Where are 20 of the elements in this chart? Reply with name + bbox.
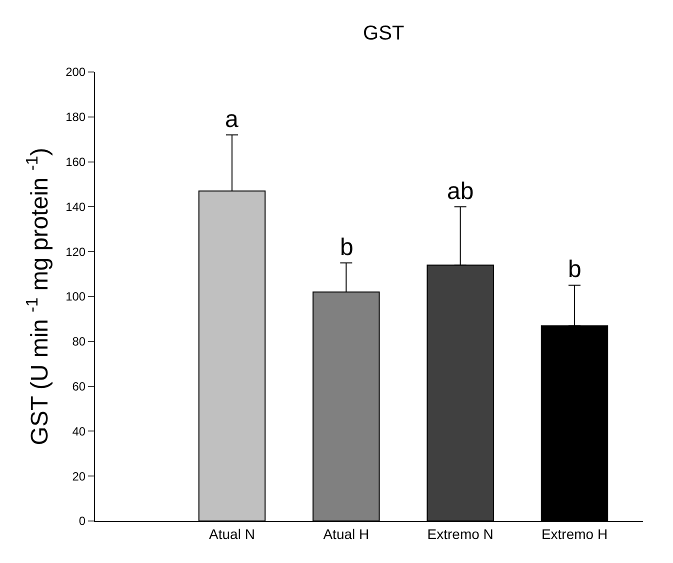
y-tick-label: 140 [66,200,86,214]
y-tick-label: 0 [78,514,86,528]
x-tick-label: Atual N [209,526,255,542]
annotation: ab [447,178,474,205]
y-tick-label: 20 [72,469,86,484]
x-tick-label: Extremo H [541,526,608,542]
y-tick-label: 100 [66,290,86,304]
x-tick-label: Extremo N [427,526,494,542]
y-tick-label: 40 [72,424,86,438]
y-tick-label: 120 [66,244,86,259]
x-tick-label: Atual H [323,526,370,542]
y-tick-label: 80 [72,334,86,349]
annotation: b [340,234,354,261]
annotation: b [568,256,582,283]
y-tick-label: 60 [72,380,86,394]
y-tick-label: 180 [66,110,86,124]
chart-title: GST [363,22,404,44]
y-tick-label: 200 [66,65,86,80]
y-tick-label: 160 [66,155,86,169]
annotation: a [225,106,239,133]
